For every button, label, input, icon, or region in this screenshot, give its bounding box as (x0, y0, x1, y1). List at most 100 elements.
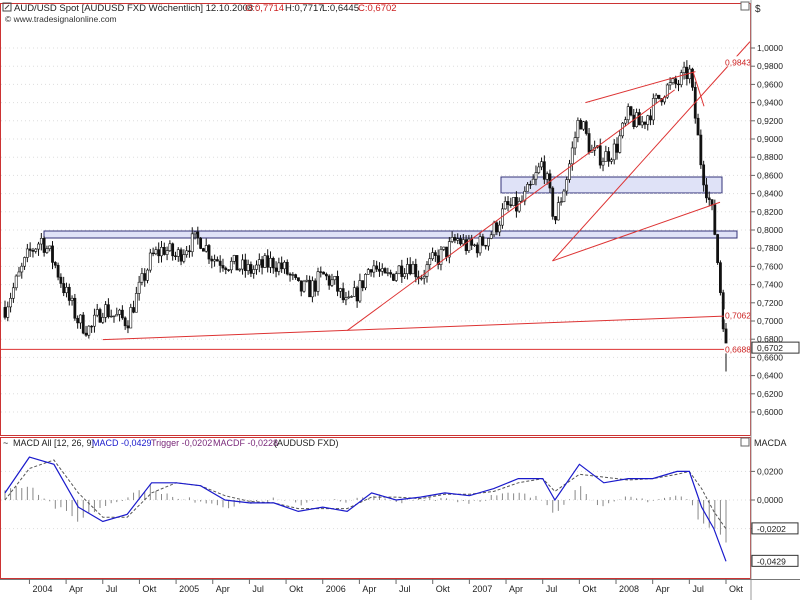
candle-body (59, 276, 63, 284)
candle-body (579, 120, 583, 130)
time-tick-label: 2004 (32, 584, 52, 594)
trendline (346, 89, 675, 331)
header-high: H:0,7717 (285, 3, 324, 14)
candle-body (174, 255, 177, 257)
trigger-line (4, 459, 727, 530)
price-tick-label: 0,8600 (757, 170, 783, 180)
price-tick-label: 0,8000 (757, 225, 783, 235)
candle-body (143, 273, 147, 281)
price-tick-label: 0,7400 (757, 280, 783, 290)
price-tick-label: 1,0000 (757, 43, 783, 53)
macd-panel-maximize-icon[interactable] (740, 437, 750, 447)
candle-body (556, 202, 560, 221)
candle-body (635, 112, 638, 127)
candle-body (646, 115, 650, 125)
candle-body (716, 234, 720, 263)
candle-body (475, 244, 479, 254)
resistance-zone-085 (500, 176, 723, 194)
chart-type-icon[interactable] (2, 2, 12, 12)
candle-body (37, 243, 40, 250)
price-tick-label: 0,9600 (757, 79, 783, 89)
candle-body (498, 224, 502, 233)
candle-body (604, 151, 608, 162)
macd-tick-label: 0,0000 (757, 495, 783, 505)
candle-body (277, 262, 281, 272)
candle-body (576, 120, 580, 138)
candle-body (188, 250, 191, 253)
candle-body (120, 309, 124, 319)
candle-body (671, 78, 675, 83)
time-tick-label: Okt (582, 584, 597, 594)
candle-body (196, 231, 200, 239)
price-tick-label: 0,6400 (757, 371, 783, 381)
price-tick-label: 0,7600 (757, 261, 783, 271)
time-tick-label: Jul (106, 584, 118, 594)
candle-body (90, 325, 94, 328)
chart-type-icon-glyph (4, 4, 10, 10)
candle-body (235, 255, 239, 271)
time-tick-label: Okt (142, 584, 157, 594)
panel-maximize-icon[interactable] (740, 1, 750, 11)
candle-body (713, 204, 717, 235)
candle-body (269, 258, 272, 268)
candle-body (9, 297, 12, 308)
price-tick-label: 0,7000 (757, 316, 783, 326)
candle-body (447, 241, 451, 258)
candle-body (23, 257, 26, 267)
candle-body (101, 317, 105, 323)
candle-body (115, 314, 119, 317)
candle-body (311, 280, 314, 298)
time-tick-label: 2005 (179, 584, 199, 594)
candle-body (252, 269, 256, 274)
candle-body (584, 121, 588, 134)
candle-body (146, 269, 149, 281)
level-label: 0,7062 (725, 310, 751, 320)
candle-body (179, 249, 183, 262)
candle-body (431, 252, 434, 260)
candle-body (719, 262, 722, 293)
candle-body (643, 121, 647, 125)
macd-axis-title: MACDA (754, 438, 787, 448)
candle-body (347, 296, 351, 299)
candle-body (685, 66, 689, 80)
candle-body (665, 84, 669, 98)
candle-body (456, 238, 460, 241)
candle-body (154, 249, 158, 255)
candle-body (274, 267, 278, 272)
price-tick-label: 0,8400 (757, 189, 783, 199)
macd-value-label: MACD -0,0429 (92, 438, 152, 448)
candle-body (587, 133, 591, 153)
candle-body (129, 307, 133, 329)
macd-value-box (751, 522, 799, 535)
trendline (692, 71, 705, 107)
candle-body (202, 248, 205, 252)
time-tick-label: Jul (692, 584, 704, 594)
candle-body (76, 317, 80, 324)
candle-body (20, 265, 24, 273)
candle-body (294, 274, 298, 278)
trendline (552, 41, 751, 262)
candle-body (210, 258, 214, 262)
candle-body (39, 238, 43, 245)
candle-body (537, 166, 541, 173)
time-tick-label: 2007 (472, 584, 492, 594)
candle-body (53, 262, 57, 266)
candle-body (654, 94, 658, 99)
candle-body (182, 254, 186, 262)
candle-body (607, 151, 611, 162)
candle-body (56, 264, 60, 278)
candle-body (361, 280, 365, 289)
candle-body (204, 245, 208, 252)
candle-body (6, 306, 10, 318)
level-label: 0,6688 (725, 344, 751, 354)
candle-body (224, 267, 228, 271)
candle-body (333, 276, 337, 281)
time-tick-label: Okt (436, 584, 451, 594)
candle-body (151, 252, 155, 255)
time-tick-label: Jul (546, 584, 558, 594)
price-tick-label: 0,6800 (757, 334, 783, 344)
candle-body (322, 271, 325, 275)
time-tick-label: Okt (729, 584, 744, 594)
candle-body (433, 252, 437, 256)
candle-body (168, 243, 172, 251)
